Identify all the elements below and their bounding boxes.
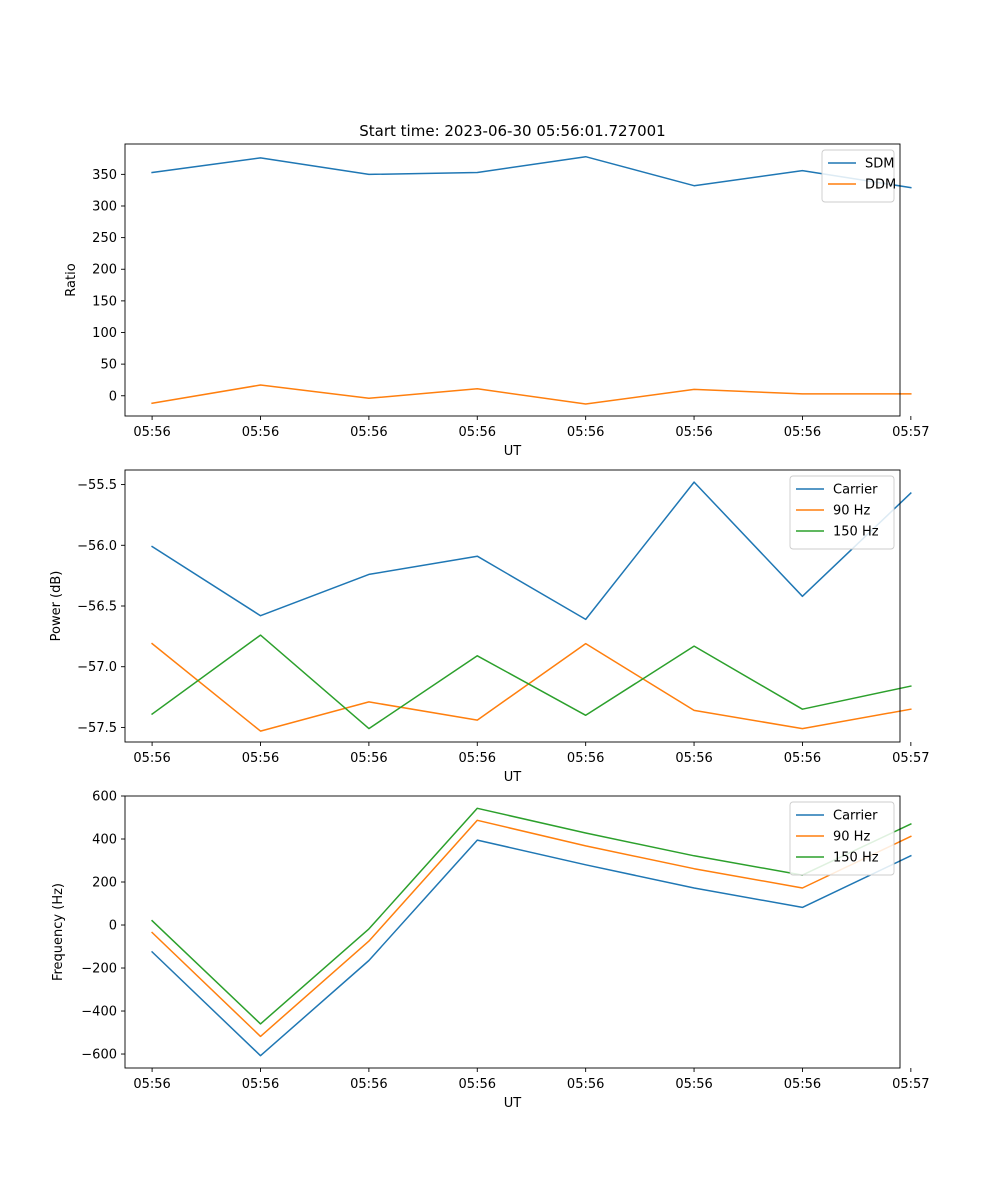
- series-line-90-hz: [151, 642, 912, 732]
- legend: SDM DDM: [821, 149, 896, 203]
- x-tick-label: 05:56: [784, 751, 821, 766]
- y-tick-label: 0: [109, 919, 117, 934]
- y-tick-label: 150: [92, 294, 117, 309]
- y-tick-label: 600: [92, 790, 117, 805]
- x-tick-label: 05:57: [892, 1077, 929, 1092]
- series-line-sdm: [151, 155, 912, 189]
- y-tick-label: 250: [92, 231, 117, 246]
- y-axis-label: Ratio: [64, 263, 79, 296]
- x-tick-label: 05:56: [675, 425, 712, 440]
- x-tick-label: 05:56: [459, 751, 496, 766]
- series-line-carrier: [151, 839, 912, 1057]
- y-tick-label: 0: [109, 389, 117, 404]
- x-axis-label: UT: [504, 770, 522, 785]
- x-tick-label: 05:56: [133, 751, 170, 766]
- legend-entry: 90 Hz: [833, 830, 870, 845]
- y-tick-label: 400: [92, 833, 117, 848]
- y-tick-label: 300: [92, 199, 117, 214]
- x-tick-label: 05:56: [567, 751, 604, 766]
- y-tick-label: 100: [92, 326, 117, 341]
- legend-entry: Carrier: [833, 483, 878, 498]
- legend: Carrier 90 Hz 150 Hz: [789, 475, 895, 550]
- x-tick-label: 05:57: [892, 425, 929, 440]
- x-tick-label: 05:56: [784, 425, 821, 440]
- x-tick-label: 05:56: [675, 751, 712, 766]
- legend-entry: 150 Hz: [833, 525, 879, 540]
- legend-entry: DDM: [865, 178, 896, 193]
- y-tick-label: 200: [92, 876, 117, 891]
- legend: Carrier 90 Hz 150 Hz: [789, 801, 895, 876]
- series-line-90-hz: [151, 819, 912, 1038]
- y-tick-label: −56.5: [77, 600, 117, 615]
- y-tick-label: −56.0: [77, 539, 117, 554]
- series-line-carrier: [151, 481, 912, 621]
- x-axis-label: UT: [504, 444, 522, 459]
- x-axis-label: UT: [504, 1096, 522, 1111]
- x-tick-label: 05:56: [567, 1077, 604, 1092]
- x-tick-label: 05:56: [784, 1077, 821, 1092]
- chart-panel-2: 05:56 05:56 05:56 05:56 05:56 05:56 05:56 05:57…: [49, 469, 930, 785]
- legend-entry: 150 Hz: [833, 851, 879, 866]
- series-line-ddm: [151, 384, 912, 405]
- x-tick-label: 05:56: [350, 425, 387, 440]
- x-tick-label: 05:56: [675, 1077, 712, 1092]
- x-tick-label: 05:56: [350, 1077, 387, 1092]
- y-tick-label: −200: [81, 962, 117, 977]
- legend-entry: 90 Hz: [833, 504, 870, 519]
- y-tick-label: −400: [81, 1005, 117, 1020]
- x-tick-label: 05:56: [242, 1077, 279, 1092]
- x-tick-label: 05:56: [459, 1077, 496, 1092]
- x-tick-label: 05:56: [242, 751, 279, 766]
- x-tick-label: 05:56: [133, 1077, 170, 1092]
- legend-entry: Carrier: [833, 809, 878, 824]
- y-axis-label: Power (dB): [49, 571, 64, 642]
- axes-frame: [124, 143, 901, 417]
- x-tick-label: 05:56: [459, 425, 496, 440]
- chart-title: Start time: 2023-06-30 05:56:01.727001: [359, 122, 665, 140]
- legend-entry: SDM: [865, 157, 894, 172]
- y-tick-label: −55.5: [77, 478, 117, 493]
- x-tick-label: 05:56: [567, 425, 604, 440]
- panels: 05:56 05:56 05:56 05:56 05:56 05:56 05:56 05:57…: [49, 122, 930, 1111]
- y-tick-label: 200: [92, 263, 117, 278]
- x-tick-label: 05:57: [892, 751, 929, 766]
- series-line-150-hz: [151, 807, 912, 1025]
- x-tick-label: 05:56: [242, 425, 279, 440]
- y-tick-label: −57.5: [77, 721, 117, 736]
- chart-panel-3: 05:56 05:56 05:56 05:56 05:56 05:56 05:56 05:57…: [51, 790, 930, 1112]
- y-axis-label: Frequency (Hz): [51, 883, 66, 981]
- x-tick-label: 05:56: [133, 425, 170, 440]
- axes-frame: [124, 795, 901, 1069]
- y-tick-label: 50: [100, 358, 117, 373]
- chart-panel-1: 05:56 05:56 05:56 05:56 05:56 05:56 05:56 05:57…: [64, 122, 930, 459]
- series-line-150-hz: [151, 634, 912, 730]
- y-tick-label: −600: [81, 1048, 117, 1063]
- y-tick-label: 350: [92, 168, 117, 183]
- y-tick-label: −57.0: [77, 660, 117, 675]
- x-tick-label: 05:56: [350, 751, 387, 766]
